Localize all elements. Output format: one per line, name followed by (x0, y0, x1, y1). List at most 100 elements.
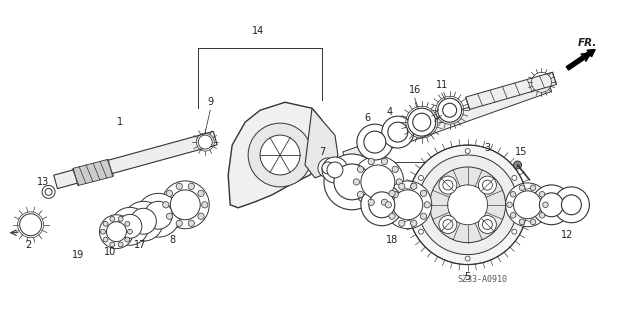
Text: 1: 1 (117, 117, 123, 127)
Circle shape (479, 176, 497, 194)
Circle shape (161, 181, 209, 229)
Circle shape (562, 195, 582, 215)
Circle shape (130, 208, 156, 234)
Circle shape (198, 213, 204, 219)
Circle shape (125, 221, 130, 226)
Circle shape (357, 166, 364, 172)
Circle shape (125, 237, 130, 242)
Circle shape (539, 191, 545, 197)
Circle shape (176, 183, 182, 189)
Text: 13: 13 (37, 177, 49, 187)
Circle shape (357, 124, 393, 160)
Polygon shape (228, 102, 325, 208)
Circle shape (353, 179, 360, 185)
Text: 7: 7 (319, 147, 325, 157)
Circle shape (542, 202, 548, 208)
Circle shape (410, 220, 417, 227)
Circle shape (352, 156, 404, 208)
Circle shape (20, 214, 42, 236)
Circle shape (364, 131, 386, 153)
Circle shape (118, 216, 123, 221)
Circle shape (479, 216, 497, 234)
Circle shape (418, 175, 423, 180)
Circle shape (385, 202, 391, 208)
Circle shape (188, 220, 195, 227)
Circle shape (448, 185, 487, 225)
Circle shape (202, 202, 208, 208)
Circle shape (327, 162, 343, 178)
Circle shape (388, 122, 408, 142)
Circle shape (325, 160, 335, 170)
Circle shape (357, 191, 364, 198)
Circle shape (369, 192, 395, 218)
Circle shape (324, 154, 380, 210)
Text: 6: 6 (365, 113, 371, 123)
Polygon shape (466, 72, 556, 109)
Circle shape (513, 161, 521, 169)
Circle shape (166, 213, 173, 219)
Circle shape (382, 116, 414, 148)
Text: 8: 8 (169, 235, 175, 245)
Circle shape (389, 190, 395, 196)
Text: 9: 9 (207, 97, 213, 107)
Circle shape (176, 220, 182, 227)
Circle shape (188, 183, 195, 189)
Polygon shape (54, 132, 217, 188)
Circle shape (42, 185, 55, 198)
Circle shape (510, 191, 516, 197)
Circle shape (482, 220, 492, 229)
Circle shape (361, 184, 403, 226)
Circle shape (539, 193, 564, 217)
Circle shape (408, 108, 436, 136)
Circle shape (530, 219, 536, 225)
Circle shape (554, 187, 590, 223)
Circle shape (418, 155, 518, 255)
Circle shape (260, 135, 300, 175)
Circle shape (368, 199, 374, 205)
Circle shape (248, 123, 312, 187)
Circle shape (318, 158, 338, 178)
Circle shape (322, 157, 348, 183)
Circle shape (443, 103, 457, 117)
Circle shape (399, 183, 405, 189)
Text: SZ33-A0910: SZ33-A0910 (458, 276, 508, 284)
Text: 10: 10 (104, 247, 117, 257)
Circle shape (439, 176, 457, 194)
Circle shape (505, 183, 549, 227)
Circle shape (45, 188, 52, 195)
Circle shape (418, 229, 423, 234)
Text: 14: 14 (252, 26, 264, 36)
Circle shape (128, 229, 132, 234)
Circle shape (512, 175, 517, 180)
Polygon shape (343, 79, 552, 164)
Circle shape (103, 221, 108, 226)
Circle shape (99, 215, 133, 249)
Circle shape (322, 162, 334, 174)
Circle shape (396, 179, 402, 185)
Circle shape (420, 213, 427, 219)
Circle shape (392, 191, 398, 198)
Text: 2: 2 (25, 240, 32, 250)
Circle shape (118, 242, 123, 247)
Circle shape (443, 180, 453, 190)
Circle shape (519, 219, 525, 225)
Text: 4: 4 (387, 107, 393, 117)
Circle shape (465, 256, 470, 261)
Text: FR.: FR. (577, 37, 597, 47)
Circle shape (111, 207, 149, 245)
Polygon shape (305, 108, 338, 178)
Polygon shape (73, 159, 113, 186)
Text: 12: 12 (561, 230, 574, 240)
Circle shape (334, 164, 370, 200)
Text: 5: 5 (464, 273, 471, 283)
Circle shape (384, 181, 432, 229)
FancyArrow shape (566, 50, 595, 70)
Circle shape (399, 220, 405, 227)
Circle shape (368, 158, 374, 165)
Circle shape (439, 216, 457, 234)
Circle shape (420, 190, 427, 196)
Circle shape (361, 165, 395, 199)
Circle shape (410, 183, 417, 189)
Circle shape (482, 180, 492, 190)
Circle shape (100, 229, 105, 234)
